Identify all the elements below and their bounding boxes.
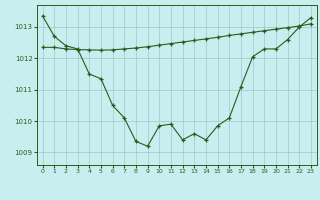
Text: Graphe pression niveau de la mer (hPa): Graphe pression niveau de la mer (hPa) xyxy=(74,185,246,194)
